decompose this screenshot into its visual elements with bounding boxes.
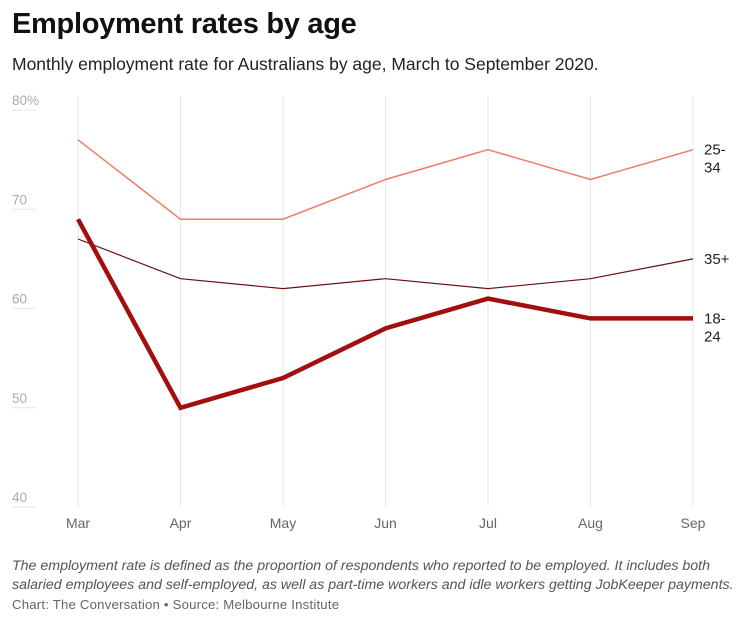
y-tick-50: 50 [12, 391, 27, 406]
x-tick-apr: Apr [170, 515, 192, 531]
series-label-25-34-1: 34 [704, 160, 721, 177]
series-labels: 25-34 35+ 18-24 [704, 142, 730, 346]
y-tick-70: 70 [12, 192, 27, 207]
x-tick-may: May [270, 515, 296, 531]
x-axis: Mar Apr May Jun Jul Aug Sep [66, 515, 706, 531]
source-line: Chart: The Conversation • Source: Melbou… [12, 597, 340, 612]
footnote: The employment rate is defined as the pr… [12, 558, 734, 593]
series-lines [76, 139, 694, 411]
y-tick-40: 40 [12, 490, 27, 505]
x-tick-mar: Mar [66, 515, 90, 531]
grid-lines [12, 96, 694, 508]
series-label-35+-0: 35+ [704, 251, 730, 268]
y-tick-80: 80% [12, 93, 39, 108]
x-tick-aug: Aug [578, 515, 603, 531]
y-tick-60: 60 [12, 292, 27, 307]
line-chart: 80% 70 60 50 40 Mar Apr May Jun Jul Aug Sep 25-34 3… [12, 93, 730, 531]
series-label-25-34-0: 25- [704, 142, 726, 159]
series-label-18-24-0: 18- [704, 310, 726, 327]
series-label-18-24-1: 24 [704, 328, 721, 345]
x-tick-jul: Jul [479, 515, 497, 531]
y-axis: 80% 70 60 50 40 [12, 93, 39, 505]
chart-subtitle: Monthly employment rate for Australians … [12, 54, 599, 74]
x-tick-sep: Sep [681, 515, 706, 531]
x-tick-jun: Jun [374, 515, 397, 531]
chart-title: Employment rates by age [12, 8, 357, 40]
